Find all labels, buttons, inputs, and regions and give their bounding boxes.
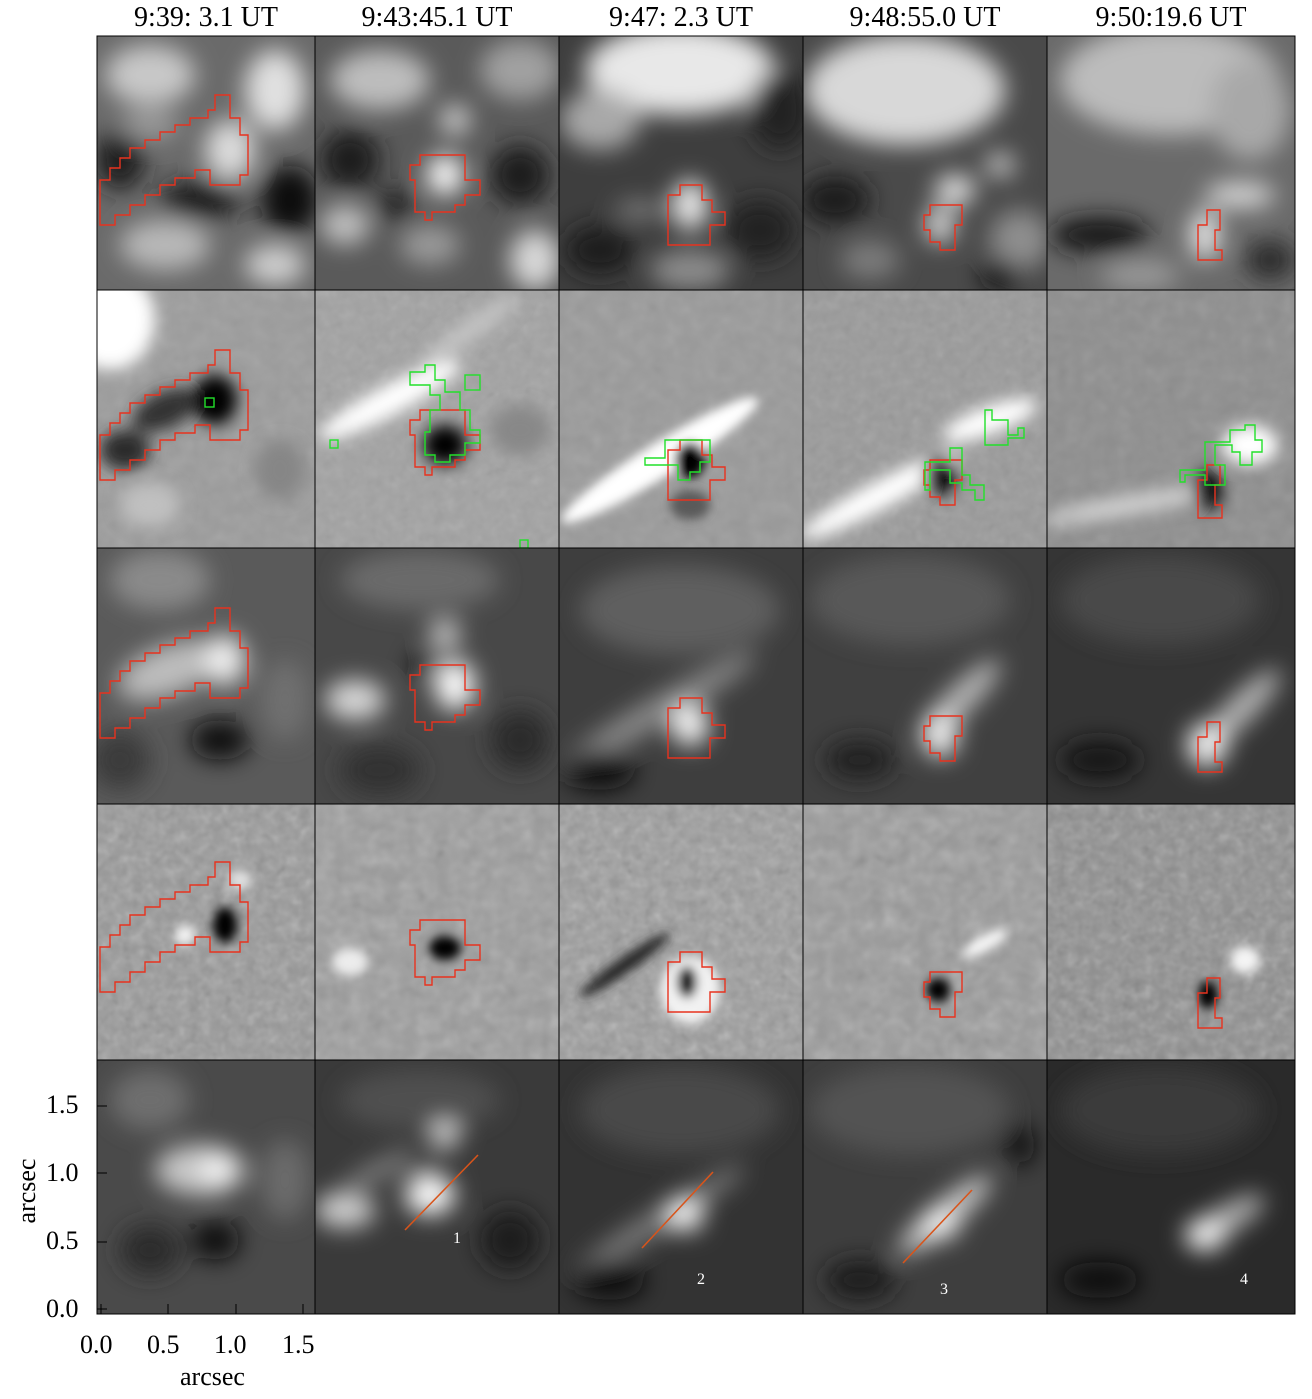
panel-r1-c4 [803, 36, 1047, 290]
column-title-2: 9:43:45.1 UT [361, 2, 513, 33]
y-axis-title: arcsec [12, 1158, 41, 1224]
contour-r3-c3 [667, 697, 726, 759]
slit-line-1 [404, 1154, 479, 1231]
contour-green-r2-c1 [204, 397, 215, 408]
panel-r1-c2 [315, 36, 559, 290]
column-title-1: 9:39: 3.1 UT [134, 2, 278, 33]
slit-label-1: 1 [453, 1230, 461, 1247]
contour-r3-c4 [923, 715, 963, 762]
contour-r2-c5 [1197, 464, 1223, 519]
panel-r4-c5 [1047, 804, 1295, 1060]
slit-line-3 [902, 1189, 973, 1264]
panel-r3-c3 [559, 548, 803, 804]
panel-r1-c3 [559, 36, 803, 290]
contour-green-r2-c5 [1179, 424, 1263, 486]
contour-r1-c2 [409, 154, 481, 221]
panel-r5-c3 [559, 1060, 803, 1314]
slit-line-2 [641, 1171, 714, 1249]
contour-green-r2-c3 [644, 439, 711, 481]
contour-green-r2-c4 [984, 409, 1025, 446]
slit-lines [404, 1154, 973, 1264]
x-tick-1.0: 1.0 [214, 1330, 247, 1359]
contour-r4-c1 [99, 861, 249, 993]
panel-r3-c5 [1047, 548, 1295, 804]
contour-r3-c5 [1197, 721, 1223, 773]
contour-r1-c3 [667, 184, 726, 246]
y-tick-1.5: 1.5 [46, 1090, 79, 1119]
contour-r3-c2 [409, 664, 481, 731]
slit-label-4: 4 [1240, 1271, 1248, 1288]
contour-r4-c4 [923, 971, 963, 1018]
panel-r1-c1 [97, 36, 315, 290]
panel-r3-c1 [97, 548, 315, 804]
contour-r4-c3 [667, 951, 726, 1013]
contour-r4-c5 [1197, 977, 1223, 1029]
panel-r4-c3 [559, 804, 803, 1060]
red-contours [99, 94, 1223, 1029]
x-tick-0.0: 0.0 [80, 1330, 113, 1359]
panel-r2-c4 [803, 290, 1047, 548]
panel-r2-c1 [97, 290, 315, 548]
panel-frames [96, 35, 1296, 1315]
x-tick-1.5: 1.5 [282, 1330, 315, 1359]
axis-ticks [97, 1105, 304, 1314]
y-tick-0.0: 0.0 [46, 1294, 79, 1323]
x-tick-0.5: 0.5 [147, 1330, 180, 1359]
panel-r4-c1 [97, 804, 315, 1060]
panel-r3-c4 [803, 548, 1047, 804]
panel-r5-c2 [315, 1060, 559, 1314]
x-axis-title: arcsec [180, 1362, 245, 1391]
contour-green-r2-c2 [409, 364, 481, 463]
column-title-4: 9:48:55.0 UT [849, 2, 1001, 33]
contour-r1-c4 [923, 204, 963, 251]
contour-r2-c1 [99, 349, 249, 481]
slit-labels: 1 2 3 4 [453, 1230, 1248, 1298]
contour-r1-c5 [1197, 209, 1223, 261]
panel-r5-c4 [803, 1060, 1047, 1314]
panel-r3-c2 [315, 548, 559, 804]
panel-r2-c5 [1047, 290, 1295, 548]
panel-r1-c5 [1047, 36, 1295, 290]
contour-r3-c1 [99, 607, 249, 739]
panel-r4-c4 [803, 804, 1047, 1060]
panel-r2-c3 [559, 290, 803, 548]
contour-r2-c4 [923, 459, 963, 506]
slit-label-3: 3 [940, 1281, 948, 1298]
column-title-3: 9:47: 2.3 UT [609, 2, 753, 33]
panel-r4-c2 [315, 804, 559, 1060]
column-title-5: 9:50:19.6 UT [1095, 2, 1247, 33]
panel-r5-c5 [1047, 1060, 1295, 1314]
contour-r1-c1 [99, 94, 249, 226]
y-tick-0.5: 0.5 [46, 1226, 79, 1255]
panel-r2-c2 [315, 290, 559, 548]
slit-label-2: 2 [697, 1271, 705, 1288]
green-contours [204, 364, 1263, 549]
y-tick-1.0: 1.0 [46, 1158, 79, 1187]
contour-r4-c2 [409, 919, 481, 986]
panel-r5-c1 [97, 1060, 315, 1314]
